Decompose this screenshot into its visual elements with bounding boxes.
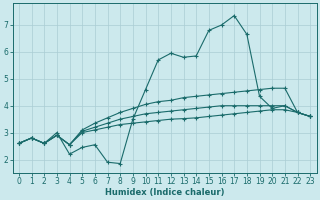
X-axis label: Humidex (Indice chaleur): Humidex (Indice chaleur) (105, 188, 224, 197)
